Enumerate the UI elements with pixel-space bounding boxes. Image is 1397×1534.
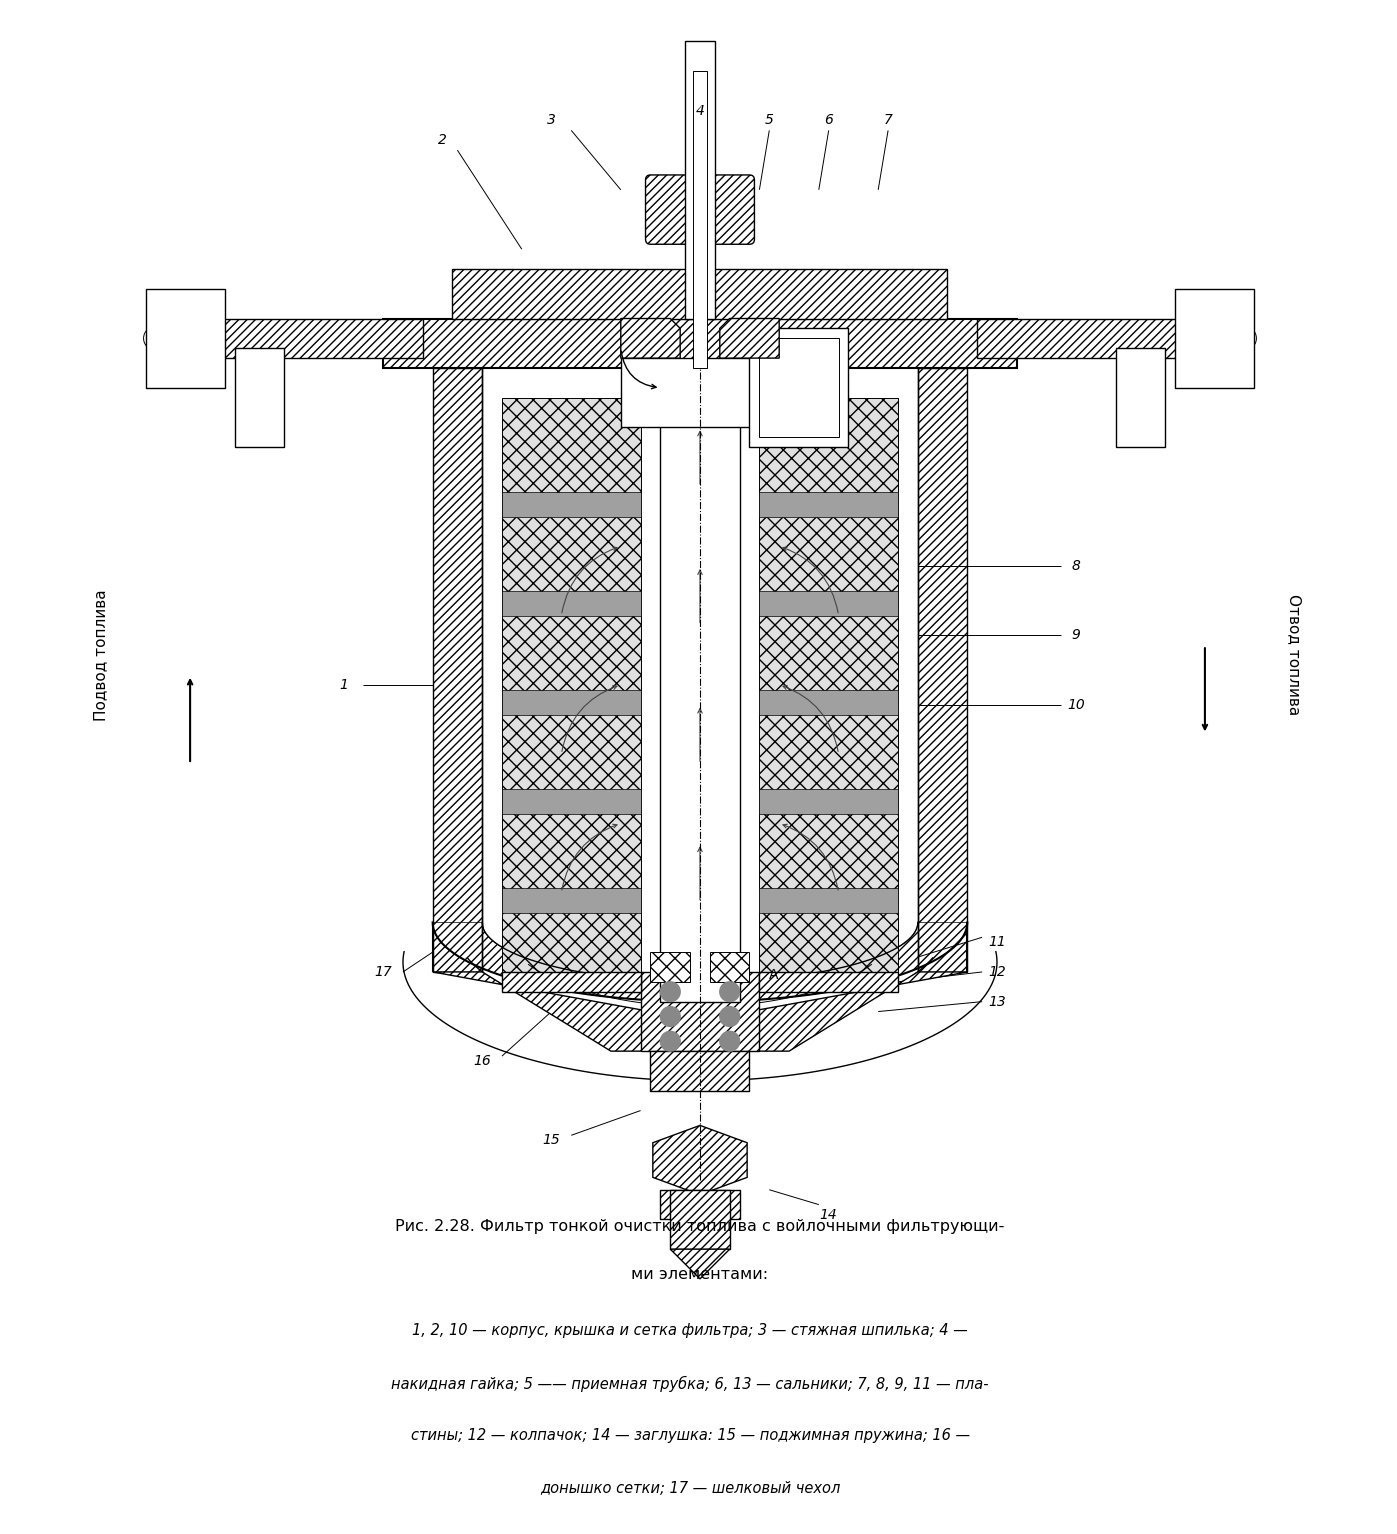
Bar bbox=[710, 953, 749, 982]
Text: Подвод топлива: Подвод топлива bbox=[94, 589, 109, 721]
Text: 15: 15 bbox=[542, 1134, 560, 1147]
Bar bbox=[685, 41, 715, 319]
Bar bbox=[977, 319, 1194, 357]
Bar bbox=[760, 788, 898, 813]
Bar bbox=[760, 492, 898, 517]
Text: 10: 10 bbox=[1067, 698, 1085, 712]
Bar bbox=[760, 591, 898, 615]
Text: 2: 2 bbox=[439, 133, 447, 147]
Text: 5: 5 bbox=[764, 114, 774, 127]
Bar bbox=[918, 368, 967, 973]
Text: 11: 11 bbox=[988, 936, 1006, 950]
Text: 4: 4 bbox=[696, 104, 704, 118]
Polygon shape bbox=[671, 1249, 729, 1279]
Text: накидная гайка; 5 —— приемная трубка; 6, 13 — сальники; 7, 8, 9, 11 — пла-: накидная гайка; 5 —— приемная трубка; 6,… bbox=[391, 1376, 989, 1391]
Bar bbox=[1175, 288, 1255, 388]
Bar bbox=[502, 788, 641, 813]
Bar bbox=[760, 397, 898, 973]
Text: 1, 2, 10 — корпус, крышка и сетка фильтра; 3 — стяжная шпилька; 4 —: 1, 2, 10 — корпус, крышка и сетка фильтр… bbox=[412, 1324, 968, 1338]
Circle shape bbox=[661, 982, 680, 1002]
Bar bbox=[749, 328, 848, 448]
Polygon shape bbox=[620, 319, 680, 357]
Polygon shape bbox=[652, 1126, 747, 1195]
Bar bbox=[453, 268, 947, 319]
FancyBboxPatch shape bbox=[645, 175, 754, 244]
Text: 7: 7 bbox=[884, 114, 893, 127]
Text: донышко сетки; 17 — шелковый чехол: донышко сетки; 17 — шелковый чехол bbox=[539, 1480, 840, 1496]
Bar bbox=[651, 953, 690, 982]
Text: Рис. 2.28. Фильтр тонкой очистки топлива с войлочными фильтрующи-: Рис. 2.28. Фильтр тонкой очистки топлива… bbox=[395, 1220, 1004, 1235]
Bar bbox=[651, 1051, 749, 1091]
Circle shape bbox=[719, 1006, 739, 1026]
Bar bbox=[760, 690, 898, 715]
Text: 1: 1 bbox=[339, 678, 348, 692]
Bar bbox=[641, 973, 760, 1051]
Bar bbox=[620, 357, 780, 428]
Text: 14: 14 bbox=[820, 1207, 838, 1221]
Circle shape bbox=[719, 1031, 739, 1051]
Bar bbox=[671, 1190, 729, 1249]
Bar bbox=[145, 288, 225, 388]
Bar bbox=[502, 591, 641, 615]
Text: стины; 12 — колпачок; 14 — заглушка: 15 — поджимная пружина; 16 —: стины; 12 — колпачок; 14 — заглушка: 15 … bbox=[411, 1428, 970, 1443]
Bar bbox=[661, 1190, 739, 1220]
Bar bbox=[383, 319, 1017, 368]
Bar bbox=[482, 397, 502, 973]
Polygon shape bbox=[433, 973, 651, 1051]
Bar bbox=[502, 492, 641, 517]
Circle shape bbox=[661, 1031, 680, 1051]
Bar bbox=[502, 690, 641, 715]
Bar bbox=[898, 397, 918, 973]
Text: Отвод топлива: Отвод топлива bbox=[1287, 595, 1302, 716]
Text: 9: 9 bbox=[1071, 629, 1081, 643]
Bar bbox=[693, 71, 707, 368]
Polygon shape bbox=[719, 319, 780, 357]
Text: А: А bbox=[770, 968, 778, 982]
Polygon shape bbox=[749, 973, 967, 1051]
Text: 13: 13 bbox=[988, 994, 1006, 1009]
Text: ми элементами:: ми элементами: bbox=[631, 1267, 768, 1282]
Bar bbox=[760, 888, 898, 913]
Bar bbox=[502, 397, 641, 973]
Bar bbox=[760, 339, 838, 437]
Text: 3: 3 bbox=[548, 114, 556, 127]
Bar bbox=[433, 368, 482, 973]
Circle shape bbox=[661, 1006, 680, 1026]
Bar bbox=[235, 348, 284, 448]
Bar bbox=[661, 348, 739, 1002]
Bar bbox=[502, 888, 641, 913]
Text: 17: 17 bbox=[374, 965, 393, 979]
Text: 6: 6 bbox=[824, 114, 833, 127]
Text: 8: 8 bbox=[1071, 558, 1081, 574]
Bar bbox=[760, 973, 898, 992]
Bar bbox=[502, 973, 641, 992]
Bar bbox=[205, 319, 423, 357]
Text: 16: 16 bbox=[474, 1054, 492, 1068]
Polygon shape bbox=[433, 922, 700, 1002]
Bar bbox=[1116, 348, 1165, 448]
Polygon shape bbox=[700, 922, 967, 1002]
Text: 12: 12 bbox=[988, 965, 1006, 979]
Circle shape bbox=[719, 982, 739, 1002]
